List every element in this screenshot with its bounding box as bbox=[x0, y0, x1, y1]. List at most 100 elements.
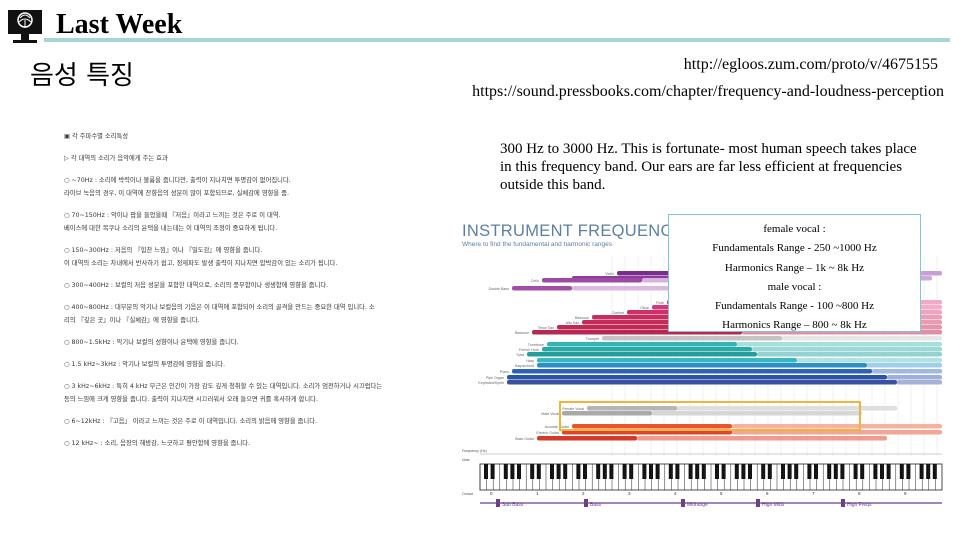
vocal-line: Harmonics Range – 1k ~ 8k Hz bbox=[724, 261, 865, 274]
black-key bbox=[794, 464, 799, 479]
note-line: ○ 800~1.5kHz : 악기나 보컬의 성향이나 윤택에 영향을 줍니다. bbox=[64, 339, 239, 346]
black-key bbox=[556, 464, 561, 479]
fundamental-bar bbox=[537, 436, 637, 441]
black-key bbox=[880, 464, 884, 479]
black-key bbox=[649, 464, 653, 479]
note-line: 이 대역의 소리는 차내에서 반사하기 쉽고, 정재파도 발생 출력이 지나치면… bbox=[64, 260, 338, 267]
instrument-label: Trombone bbox=[528, 343, 544, 347]
instrument-label: Acoustic Guitar bbox=[545, 425, 570, 429]
black-key bbox=[721, 464, 726, 479]
instrument-label: Clarinet bbox=[612, 311, 624, 315]
fundamental-bar bbox=[507, 375, 887, 380]
fundamental-bar bbox=[587, 406, 677, 411]
band-label: Midrange bbox=[687, 502, 708, 508]
harmonic-bar bbox=[737, 342, 942, 347]
fundamental-bar bbox=[602, 336, 782, 341]
instrument-label: Double Bass bbox=[489, 287, 510, 291]
black-key bbox=[734, 464, 739, 479]
harmonic-bar bbox=[897, 380, 942, 385]
fundamental-bar bbox=[537, 363, 867, 368]
vocal-range-highlight bbox=[559, 401, 861, 431]
black-key bbox=[932, 464, 937, 479]
black-key bbox=[787, 464, 792, 479]
black-key bbox=[886, 464, 891, 479]
vocal-line: male vocal : bbox=[767, 280, 822, 293]
black-key bbox=[675, 464, 680, 479]
fundamental-bar bbox=[512, 369, 872, 374]
black-key bbox=[484, 464, 488, 479]
slide-subtitle: 음성 특징 bbox=[30, 61, 134, 91]
black-key bbox=[668, 464, 673, 479]
note-line: 라이브 녹음의 경우, 이 대역에 잔향음의 성분이 많이 포함되므로, 실체감… bbox=[64, 190, 289, 197]
octave-number: 6 bbox=[766, 491, 769, 496]
notes-heading: ▣ 각 주파수별 소리특성 bbox=[64, 133, 129, 140]
octave-number: 2 bbox=[582, 491, 585, 496]
note-line: 리의 『깊은 곳』이나 『실체감』에 영향을 줍니다. bbox=[64, 317, 200, 324]
instrument-label: Oboe bbox=[640, 306, 649, 310]
instrument-label: Trumpet bbox=[586, 337, 599, 341]
black-key bbox=[781, 464, 785, 479]
vocal-line: Harmonics Range – 800 ~ 8k Hz bbox=[722, 319, 867, 332]
korean-frequency-notes: ▣ 각 주파수별 소리특성 ▷ 각 대역의 소리가 음악에게 주는 효과 ○ ~… bbox=[64, 132, 444, 448]
reference-link-1[interactable]: http://egloos.zum.com/proto/v/4675155 bbox=[683, 56, 938, 73]
fundamental-bar bbox=[542, 347, 752, 352]
harmonic-bar bbox=[637, 436, 887, 441]
note-line: ○ 3 kHz~6kHz : 특히 4 kHz 부근은 인간이 가장 감도 깊게… bbox=[64, 383, 383, 390]
black-key bbox=[767, 464, 772, 479]
vocal-range-box: female vocal : Fundamentals Range - 250 … bbox=[668, 214, 921, 332]
instrument-label: Tenor Sax bbox=[538, 326, 554, 330]
black-key bbox=[840, 464, 845, 479]
instrument-label: French Horn bbox=[519, 348, 539, 352]
note-line: ○ 6~12kHz : 『고음』 이라고 느끼는 것은 주로 이 대역입니다. … bbox=[64, 418, 318, 425]
fundamental-bar bbox=[537, 358, 797, 363]
frequency-label: Frequency (Hz) bbox=[462, 449, 487, 453]
band-label: Bass bbox=[590, 502, 602, 508]
black-key bbox=[926, 464, 931, 479]
black-key bbox=[827, 464, 832, 479]
black-key bbox=[642, 464, 647, 479]
band-marker bbox=[756, 499, 760, 507]
black-key bbox=[563, 464, 568, 479]
instrument-label: Alto Sax bbox=[566, 321, 580, 325]
speech-frequency-quote: 300 Hz to 3000 Hz. This is fortunate- mo… bbox=[500, 141, 917, 193]
harmonic-bar bbox=[872, 369, 942, 374]
fundamental-bar bbox=[547, 342, 737, 347]
note-label: Note bbox=[462, 458, 470, 462]
octave-number: 1 bbox=[536, 491, 539, 496]
black-key bbox=[536, 464, 541, 479]
black-key bbox=[741, 464, 746, 479]
instrument-label: Tuba bbox=[516, 353, 524, 357]
fundamental-bar bbox=[512, 286, 572, 291]
vocal-line: Fundamentals Range - 100 ~800 Hz bbox=[714, 300, 874, 313]
fundamental-bar bbox=[527, 352, 757, 357]
harmonic-bar bbox=[752, 347, 942, 352]
note-line: ○ 300~400Hz : 보컬의 저음 성분을 포함한 대역으로, 소리의 풍… bbox=[64, 282, 329, 289]
black-key bbox=[655, 464, 660, 479]
instrument-label: Harpsichord bbox=[515, 364, 534, 368]
black-key bbox=[629, 464, 634, 479]
black-key bbox=[517, 464, 521, 479]
reference-link-2[interactable]: https://sound.pressbooks.com/chapter/fre… bbox=[472, 83, 944, 100]
band-marker bbox=[841, 499, 845, 507]
instrument-label: Cello bbox=[531, 279, 539, 283]
fundamental-bar bbox=[572, 424, 732, 429]
harmonic-bar bbox=[782, 336, 942, 341]
black-key bbox=[530, 464, 535, 479]
black-key bbox=[596, 464, 601, 479]
chart-subtitle: Where to find the fundamental and harmon… bbox=[462, 241, 612, 248]
black-key bbox=[814, 464, 818, 479]
black-key bbox=[860, 464, 865, 479]
instrument-label: Keyboard/Synth bbox=[478, 381, 504, 385]
black-key bbox=[609, 464, 614, 479]
band-label: Sub Bass bbox=[502, 502, 524, 508]
harmonic-bar bbox=[677, 406, 897, 411]
octave-number: 8 bbox=[858, 491, 861, 496]
harmonic-bar bbox=[867, 363, 942, 368]
black-key bbox=[853, 464, 858, 479]
instrument-label: Piano bbox=[500, 370, 509, 374]
octave-number: 4 bbox=[674, 491, 677, 496]
octave-number: 7 bbox=[812, 491, 815, 496]
note-line: ○ 1.5 kHz~3kHz : 악기나 보컬의 투명감에 영향을 줍니다. bbox=[64, 361, 225, 368]
black-key bbox=[583, 464, 587, 479]
black-key bbox=[873, 464, 878, 479]
